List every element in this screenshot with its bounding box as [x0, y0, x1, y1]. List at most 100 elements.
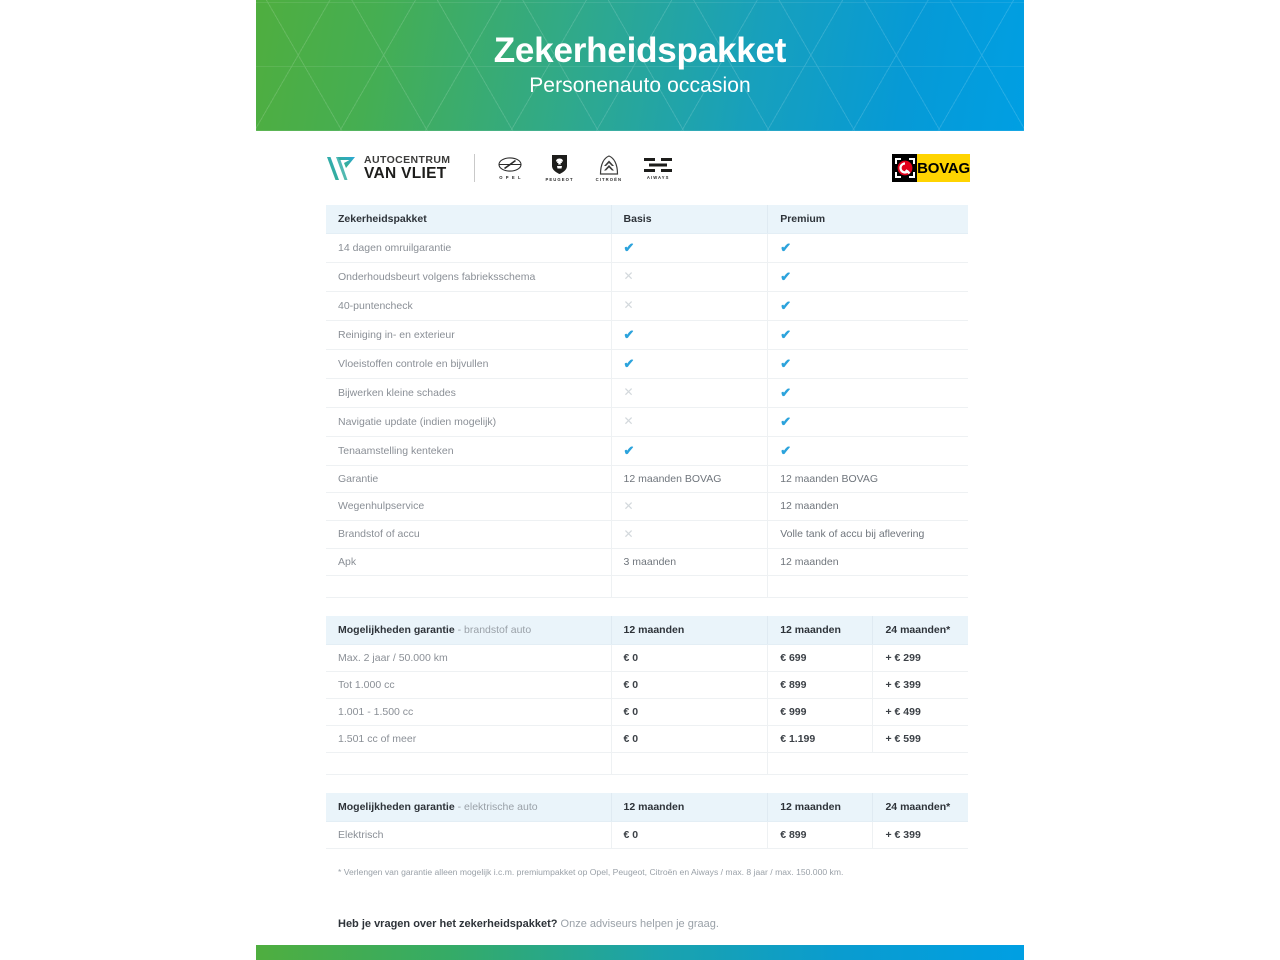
check-icon: ✔	[623, 239, 635, 255]
row-label: Tenaamstelling kenteken	[326, 436, 612, 466]
table-spacer-block-1	[326, 575, 968, 598]
cross-icon: ✕	[623, 498, 634, 513]
electric-table-title-light: - elektrische auto	[457, 800, 538, 813]
electric-col-header-2: 12 maanden	[767, 793, 873, 822]
electric-table-header-row: Mogelijkheden garantie - elektrische aut…	[326, 793, 968, 822]
gap-row	[326, 775, 968, 793]
row-premium-cell: ✔	[767, 320, 968, 350]
table-row: Navigatie update (indien mogelijk) ✕ ✔	[326, 407, 968, 437]
row-price-1: € 0	[610, 644, 768, 672]
document-page: Zekerheidspakket Personenauto occasion A…	[256, 0, 1024, 960]
brand-citroen-label: CITROËN	[595, 176, 623, 182]
cell-value: 12 maanden	[780, 500, 839, 512]
row-label: Elektrisch	[326, 821, 612, 849]
footnote-text: * Verlengen van garantie alleen mogelijk…	[338, 866, 844, 877]
check-icon: ✔	[780, 239, 792, 255]
row-premium-cell: ✔	[767, 291, 968, 321]
col-header-basis: Basis	[610, 205, 768, 234]
table-row: 40-puntencheck ✕ ✔	[326, 291, 968, 321]
row-price-3: + € 499	[872, 698, 968, 726]
row-price-2: € 999	[767, 698, 873, 726]
row-price-2: € 899	[767, 671, 873, 699]
cross-icon: ✕	[623, 298, 634, 312]
table-row: Wegenhulpservice ✕ 12 maanden	[326, 492, 968, 521]
row-basis-cell: ✔	[610, 233, 768, 263]
row-label: Tot 1.000 cc	[326, 671, 612, 699]
contact-question-light: Onze adviseurs helpen je graag.	[560, 917, 719, 930]
row-basis-cell: ✕	[610, 291, 768, 321]
cell-value: Volle tank of accu bij aflevering	[780, 528, 925, 540]
dealer-name: AUTOCENTRUM VAN VLIET	[364, 153, 451, 182]
electric-col-header-1: 12 maanden	[610, 793, 768, 822]
row-label: Wegenhulpservice	[326, 492, 612, 521]
table-row: 1.501 cc of meer € 0 € 1.199 + € 599	[326, 725, 968, 753]
aiways-logo-icon	[644, 157, 673, 172]
row-basis-cell: 12 maanden BOVAG	[610, 465, 768, 493]
table-row: Tot 1.000 cc € 0 € 899 + € 399	[326, 671, 968, 699]
brand-opel-label: O P E L	[499, 175, 522, 180]
row-label: Apk	[326, 548, 612, 576]
fuel-table-title-bold: Mogelijkheden garantie	[338, 623, 455, 636]
electric-table-title-bold: Mogelijkheden garantie	[338, 800, 455, 813]
bovag-logo: BOVAG	[892, 154, 970, 182]
row-basis-cell: ✔	[610, 349, 768, 379]
row-premium-cell: ✔	[767, 378, 968, 408]
row-label: Garantie	[326, 465, 612, 493]
check-icon: ✔	[780, 297, 792, 313]
table-gap-2	[326, 775, 968, 793]
row-label: Reiniging in- en exterieur	[326, 320, 612, 350]
electric-warranty-table: Mogelijkheden garantie - elektrische aut…	[326, 793, 968, 849]
row-price-2: € 699	[767, 644, 873, 672]
row-premium-cell: ✔	[767, 436, 968, 466]
row-label: Onderhoudsbeurt volgens fabrieksschema	[326, 262, 612, 292]
row-basis-cell: ✕	[610, 262, 768, 292]
fuel-warranty-table: Mogelijkheden garantie - brandstof auto …	[326, 616, 968, 753]
table-header-row: Zekerheidspakket Basis Premium	[326, 205, 968, 234]
spacer-row	[326, 575, 968, 598]
row-price-2: € 899	[767, 821, 873, 849]
row-premium-cell: 12 maanden BOVAG	[767, 465, 968, 493]
dealer-name-line1: AUTOCENTRUM	[364, 153, 451, 166]
check-icon: ✔	[780, 326, 792, 342]
row-label: Max. 2 jaar / 50.000 km	[326, 644, 612, 672]
package-table: Zekerheidspakket Basis Premium 14 dagen …	[326, 205, 968, 576]
table-row: Bijwerken kleine schades ✕ ✔	[326, 378, 968, 408]
table-row: Brandstof of accu ✕ Volle tank of accu bij…	[326, 520, 968, 549]
table-row: Reiniging in- en exterieur ✔ ✔	[326, 320, 968, 350]
col-header-premium: Premium	[767, 205, 968, 234]
cross-icon: ✕	[623, 385, 634, 399]
row-basis-cell: ✕	[610, 492, 768, 521]
brand-opel: O P E L	[497, 156, 523, 180]
bovag-seal-icon	[892, 154, 918, 182]
check-icon: ✔	[780, 355, 792, 371]
check-icon: ✔	[780, 413, 792, 429]
row-premium-cell: 12 maanden	[767, 492, 968, 521]
row-price-1: € 0	[610, 725, 768, 753]
row-label: Bijwerken kleine schades	[326, 378, 612, 408]
cross-icon: ✕	[623, 414, 634, 428]
row-premium-cell: ✔	[767, 349, 968, 379]
brand-peugeot-label: PEUGEOT	[545, 177, 574, 182]
fuel-table-title-light: - brandstof auto	[457, 623, 532, 636]
row-basis-cell: 3 maanden	[610, 548, 768, 576]
row-price-1: € 0	[610, 698, 768, 726]
header-banner: Zekerheidspakket Personenauto occasion	[256, 0, 1024, 131]
row-price-3: + € 299	[872, 644, 968, 672]
peugeot-logo-icon	[552, 155, 568, 174]
row-price-1: € 0	[610, 671, 768, 699]
row-basis-cell: ✔	[610, 436, 768, 466]
fuel-table-header-row: Mogelijkheden garantie - brandstof auto …	[326, 616, 968, 645]
fuel-col-header-3: 24 maanden*	[872, 616, 968, 645]
cell-value: 12 maanden BOVAG	[623, 472, 722, 485]
table-row: Onderhoudsbeurt volgens fabrieksschema ✕ ✔	[326, 262, 968, 292]
contact-question-bold: Heb je vragen over het zekerheidspakket?	[338, 917, 558, 930]
cell-value: 12 maanden	[780, 555, 839, 568]
electric-col-header-3: 24 maanden*	[872, 793, 968, 822]
spacer-row	[326, 752, 968, 775]
table-row: Garantie 12 maanden BOVAG 12 maanden BOVAG	[326, 465, 968, 493]
row-label: Vloeistoffen controle en bijvullen	[326, 349, 612, 379]
fuel-col-header-1: 12 maanden	[610, 616, 768, 645]
brand-aiways-label: AIWAYS	[646, 174, 670, 180]
triangle-pattern-icon	[256, 0, 1024, 131]
row-premium-cell: ✔	[767, 407, 968, 437]
